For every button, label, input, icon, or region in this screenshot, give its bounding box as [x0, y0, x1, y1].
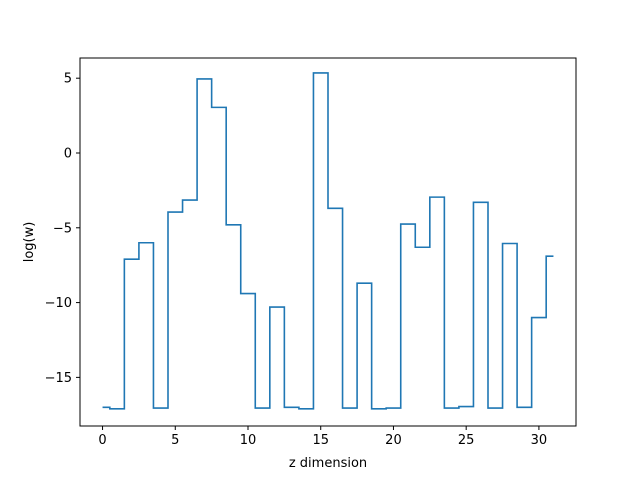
y-tick-label: −5: [53, 221, 72, 236]
x-tick-label: 15: [312, 433, 329, 448]
axes-frame: [79, 57, 577, 427]
x-tick-label: 0: [98, 433, 106, 448]
x-axis-label: z dimension: [289, 456, 367, 471]
x-tick-label: 30: [531, 433, 548, 448]
x-tick-label: 10: [240, 433, 257, 448]
y-tick-label: −15: [45, 371, 72, 386]
y-tick-label: 0: [64, 146, 72, 161]
x-tick-label: 25: [458, 433, 475, 448]
x-tick-label: 20: [385, 433, 402, 448]
series-line-0: [102, 72, 554, 410]
plot-area: [102, 72, 554, 410]
y-tick-label: 5: [64, 72, 72, 87]
y-tick-label: −10: [45, 296, 72, 311]
x-tick-label: 5: [171, 433, 179, 448]
axes: 0 5 10 15 20 25 30 −15 −10 −5 0 5: [45, 57, 577, 448]
y-axis-label: log(w): [22, 222, 37, 263]
